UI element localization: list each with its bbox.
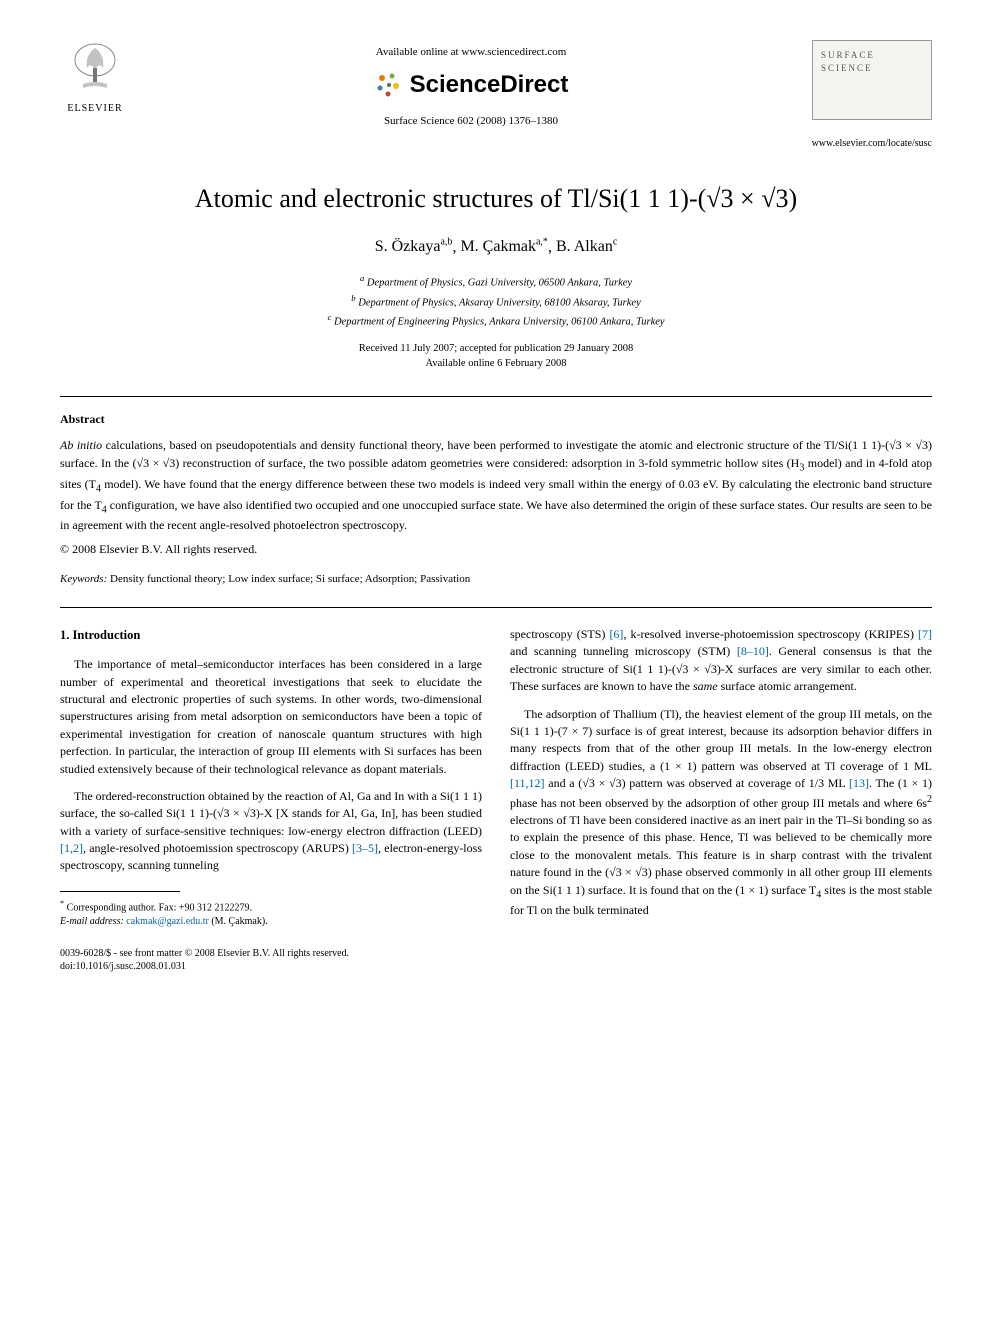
body-columns: 1. Introduction The importance of metal–… [60,626,932,973]
publication-dates: Received 11 July 2007; accepted for publ… [60,342,932,371]
affiliation-b: b Department of Physics, Aksaray Univers… [60,292,932,311]
header-row: ELSEVIER Available online at www.science… [60,40,932,129]
sciencedirect-logo: ScienceDirect [130,68,812,102]
bottom-meta: 0039-6028/$ - see front matter © 2008 El… [60,947,482,973]
abstract-copyright: © 2008 Elsevier B.V. All rights reserved… [60,541,932,558]
footnote-corresponding: * Corresponding author. Fax: +90 312 212… [60,898,482,915]
available-online-text: Available online at www.sciencedirect.co… [130,45,812,60]
abstract-body: Ab initio calculations, based on pseudop… [60,437,932,534]
footnote-email-line: E-mail address: cakmak@gazi.edu.tr (M. Ç… [60,915,482,929]
affiliation-a: a Department of Physics, Gazi University… [60,272,932,291]
intro-para-1: The importance of metal–semiconductor in… [60,656,482,778]
intro-para-2: The ordered-reconstruction obtained by t… [60,788,482,875]
keywords-label: Keywords: [60,573,107,585]
journal-cover-title: SURFACE SCIENCE [821,49,923,74]
corresponding-author-footnote: * Corresponding author. Fax: +90 312 212… [60,898,482,929]
footnote-email[interactable]: cakmak@gazi.edu.tr [126,916,209,927]
received-date: Received 11 July 2007; accepted for publ… [60,342,932,357]
abstract-heading: Abstract [60,411,932,428]
author-3: B. Alkanc [556,238,617,255]
right-column: spectroscopy (STS) [6], k-resolved inver… [510,626,932,973]
paper-title: Atomic and electronic structures of Tl/S… [60,181,932,217]
authors-line: S. Özkayaa,b, M. Çakmaka,*, B. Alkanc [60,236,932,259]
left-column: 1. Introduction The importance of metal–… [60,626,482,973]
sciencedirect-icon [374,70,404,100]
rule-below-keywords [60,607,932,608]
center-header: Available online at www.sciencedirect.co… [130,40,812,129]
doi-line: doi:10.1016/j.susc.2008.01.031 [60,960,482,973]
locate-url: www.elsevier.com/locate/susc [60,137,932,151]
elsevier-label: ELSEVIER [60,102,130,116]
affiliation-c: c Department of Engineering Physics, Ank… [60,311,932,330]
front-matter-line: 0039-6028/$ - see front matter © 2008 El… [60,947,482,960]
sciencedirect-text: ScienceDirect [410,68,569,102]
author-1: S. Özkayaa,b [375,238,453,255]
rule-above-abstract [60,396,932,397]
keywords-line: Keywords: Density functional theory; Low… [60,572,932,587]
journal-reference: Surface Science 602 (2008) 1376–1380 [130,114,812,129]
keywords-text: Density functional theory; Low index sur… [107,573,470,585]
available-date: Available online 6 February 2008 [60,357,932,372]
footnote-separator [60,891,180,892]
elsevier-tree-icon [67,40,123,100]
elsevier-logo: ELSEVIER [60,40,130,120]
journal-cover: SURFACE SCIENCE [812,40,932,120]
section-1-heading: 1. Introduction [60,626,482,644]
intro-para-3: spectroscopy (STS) [6], k-resolved inver… [510,626,932,696]
author-2: M. Çakmaka,* [460,238,548,255]
intro-para-4: The adsorption of Thallium (Tl), the hea… [510,706,932,920]
affiliations: a Department of Physics, Gazi University… [60,272,932,330]
